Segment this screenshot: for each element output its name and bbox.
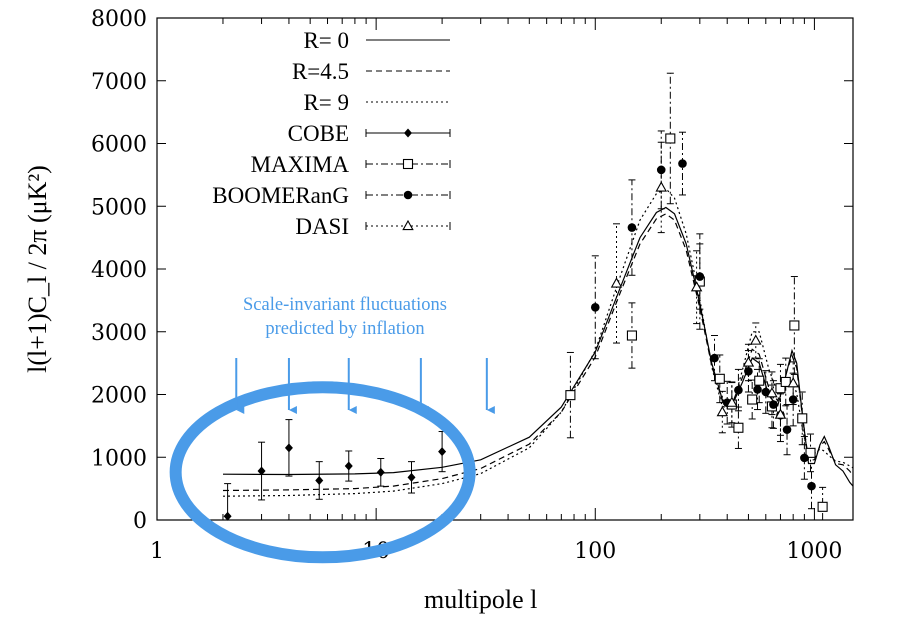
data-point-boomerang xyxy=(695,272,705,281)
legend-label: R= 9 xyxy=(303,90,349,115)
data-point-boomerang xyxy=(744,366,753,376)
legend-label: MAXIMA xyxy=(251,152,350,177)
highlight-ellipse xyxy=(169,381,476,564)
data-point-cobe xyxy=(223,511,232,521)
data-point-dasi xyxy=(610,277,623,288)
data-point-maxima xyxy=(789,320,800,331)
theory-curve-1 xyxy=(222,213,854,492)
data-point-boomerang xyxy=(590,302,600,312)
data-point-maxima xyxy=(797,413,808,424)
legend-label: BOOMERanG xyxy=(212,183,349,208)
data-point-boomerang xyxy=(734,385,743,395)
data-point-maxima xyxy=(775,383,786,394)
data-point-cobe xyxy=(438,447,447,457)
y-tick-label: 4000 xyxy=(91,258,147,283)
legend-label: COBE xyxy=(288,121,349,146)
data-point-dasi xyxy=(690,281,703,292)
data-point-dasi xyxy=(774,408,787,419)
data-point-cobe xyxy=(315,475,324,485)
data-point-boomerang xyxy=(807,481,816,491)
data-point-dasi xyxy=(655,181,667,192)
data-point-boomerang xyxy=(769,400,778,409)
y-tick-label: 5000 xyxy=(91,195,147,220)
data-point-dasi xyxy=(726,396,738,407)
x-tick-label: 1 xyxy=(150,539,164,564)
data-point-cobe xyxy=(407,472,416,482)
annotation-text: Scale-invariant fluctuations xyxy=(243,295,447,315)
data-point-dasi xyxy=(766,387,778,398)
y-tick-label: 3000 xyxy=(91,321,147,346)
data-point-maxima xyxy=(754,375,765,386)
data-point-boomerang xyxy=(800,453,809,463)
data-point-maxima xyxy=(733,422,744,433)
legend-marker xyxy=(403,190,413,200)
legend-label: DASI xyxy=(295,214,349,239)
y-tick-label: 6000 xyxy=(91,133,147,158)
data-point-boomerang xyxy=(678,159,687,168)
data-point-cobe xyxy=(344,461,353,471)
y-tick-label: 8000 xyxy=(91,7,147,32)
legend-label: R= 0 xyxy=(303,28,349,53)
data-point-cobe xyxy=(257,466,266,476)
data-point-maxima xyxy=(665,133,676,144)
data-point-maxima xyxy=(714,373,725,384)
legend-marker xyxy=(402,158,414,170)
x-axis-label: multipole l xyxy=(424,585,537,614)
data-point-maxima xyxy=(780,376,791,388)
data-point-boomerang xyxy=(627,223,637,232)
data-point-boomerang xyxy=(656,165,666,175)
y-tick-label: 2000 xyxy=(91,384,147,409)
y-tick-label: 0 xyxy=(133,509,147,534)
legend-label: R=4.5 xyxy=(292,59,349,84)
data-point-cobe xyxy=(284,443,293,453)
legend-marker xyxy=(402,219,414,231)
data-point-boomerang xyxy=(788,395,798,404)
data-point-maxima xyxy=(805,447,816,458)
data-point-maxima xyxy=(817,501,828,512)
data-point-dasi xyxy=(787,377,799,388)
data-point-dasi xyxy=(716,405,729,417)
data-point-boomerang xyxy=(782,425,792,434)
data-point-boomerang xyxy=(761,387,771,397)
annotation-text: predicted by inflation xyxy=(265,319,424,339)
data-point-cobe xyxy=(376,467,385,477)
data-point-maxima xyxy=(626,330,637,341)
data-point-maxima xyxy=(565,390,576,401)
x-tick-label: 100 xyxy=(574,539,616,564)
data-point-boomerang xyxy=(710,353,719,363)
y-axis-label: l(l+1)C_l / 2π (μK²) xyxy=(23,165,52,373)
data-point-dasi xyxy=(750,334,762,345)
y-tick-label: 1000 xyxy=(91,446,147,471)
data-point-boomerang xyxy=(753,385,762,394)
data-point-dasi xyxy=(742,356,755,367)
y-tick-label: 7000 xyxy=(91,70,147,95)
theory-curve-0 xyxy=(222,206,854,487)
x-tick-label: 1000 xyxy=(786,539,842,564)
legend-marker xyxy=(404,128,412,138)
data-point-maxima xyxy=(747,394,758,405)
